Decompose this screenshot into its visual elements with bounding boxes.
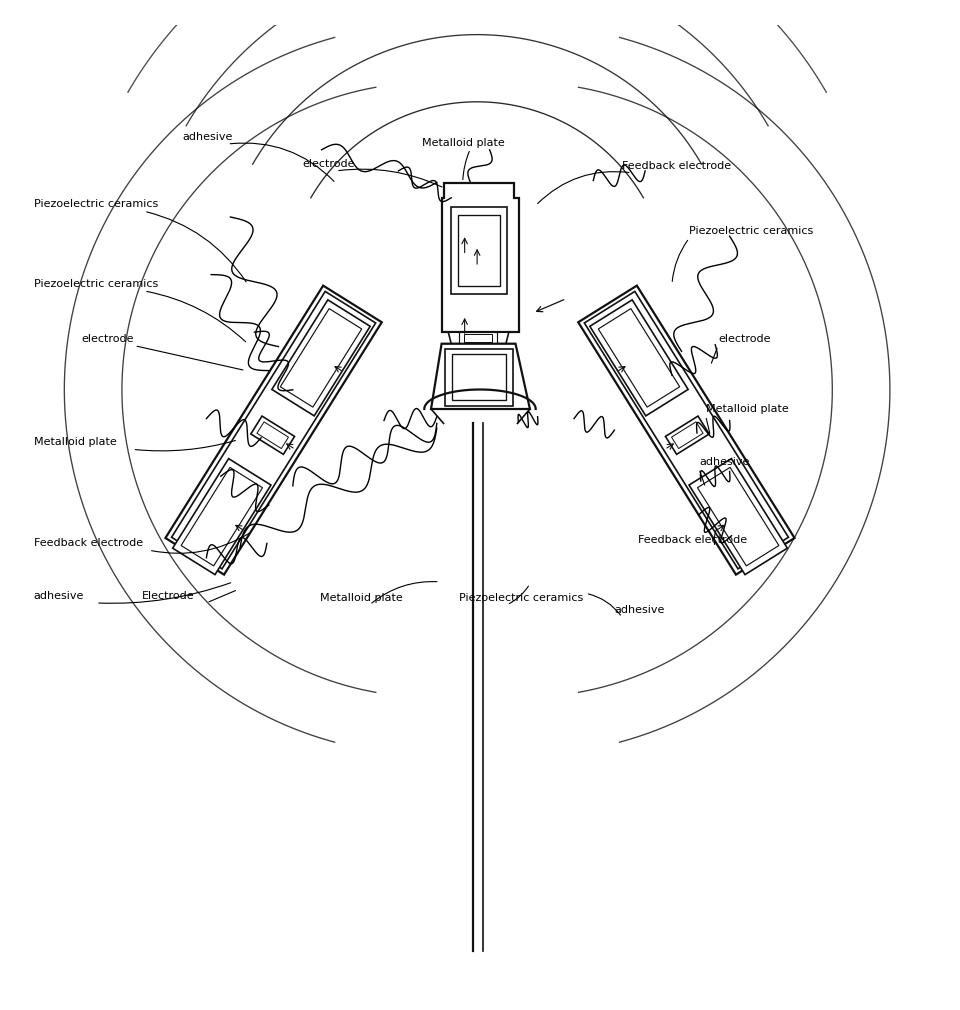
Polygon shape <box>431 343 530 409</box>
Text: electrode: electrode <box>718 333 771 343</box>
Polygon shape <box>598 309 680 407</box>
Polygon shape <box>452 355 506 400</box>
Text: electrode: electrode <box>302 159 355 169</box>
Text: Feedback electrode: Feedback electrode <box>34 538 143 548</box>
Polygon shape <box>445 348 513 406</box>
Text: Metalloid plate: Metalloid plate <box>34 437 116 447</box>
Polygon shape <box>464 334 492 341</box>
Text: Metalloid plate: Metalloid plate <box>422 138 505 147</box>
Polygon shape <box>589 300 688 416</box>
Polygon shape <box>165 286 382 575</box>
Text: adhesive: adhesive <box>699 457 749 467</box>
Polygon shape <box>459 332 497 343</box>
Polygon shape <box>257 422 288 448</box>
Polygon shape <box>672 422 703 448</box>
Polygon shape <box>448 332 509 343</box>
Polygon shape <box>251 416 295 455</box>
Polygon shape <box>181 468 262 566</box>
Text: Piezoelectric ceramics: Piezoelectric ceramics <box>34 279 157 289</box>
Polygon shape <box>458 215 500 286</box>
Text: electrode: electrode <box>82 333 134 343</box>
Text: Electrode: Electrode <box>142 591 195 601</box>
Polygon shape <box>689 459 787 575</box>
Polygon shape <box>698 468 779 566</box>
Polygon shape <box>442 184 519 332</box>
Polygon shape <box>280 309 362 407</box>
Text: Piezoelectric ceramics: Piezoelectric ceramics <box>689 226 813 236</box>
Polygon shape <box>272 300 371 416</box>
Polygon shape <box>172 292 375 569</box>
Polygon shape <box>665 416 709 455</box>
Text: adhesive: adhesive <box>182 132 232 142</box>
Polygon shape <box>585 292 788 569</box>
Polygon shape <box>578 286 795 575</box>
Text: Metalloid plate: Metalloid plate <box>320 593 402 603</box>
Text: Feedback electrode: Feedback electrode <box>638 535 748 545</box>
Text: Piezoelectric ceramics: Piezoelectric ceramics <box>459 593 583 603</box>
Polygon shape <box>451 207 507 294</box>
Text: Piezoelectric ceramics: Piezoelectric ceramics <box>34 199 157 209</box>
Text: Feedback electrode: Feedback electrode <box>622 161 732 171</box>
Text: adhesive: adhesive <box>614 605 664 615</box>
Text: adhesive: adhesive <box>34 591 84 601</box>
Text: Metalloid plate: Metalloid plate <box>706 404 788 414</box>
Polygon shape <box>173 459 271 575</box>
